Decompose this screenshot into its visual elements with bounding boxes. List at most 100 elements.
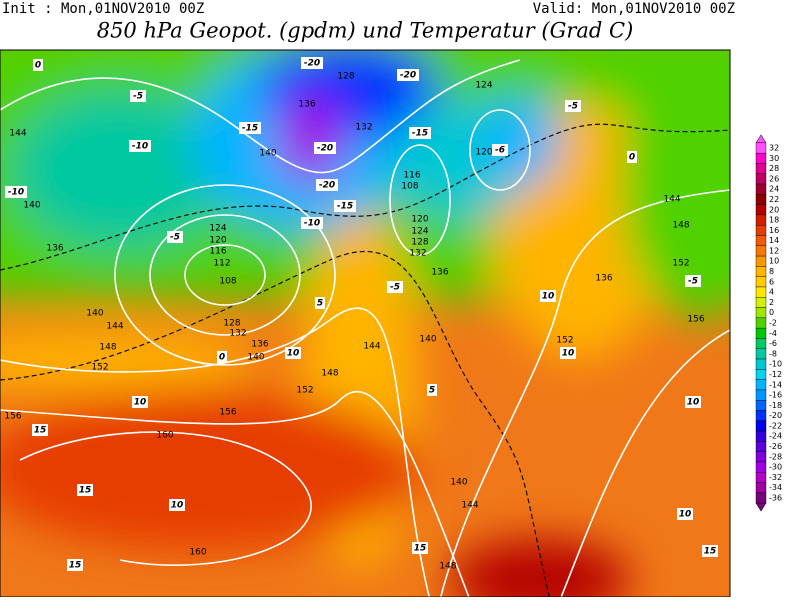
temperature-label: -10: [304, 219, 320, 229]
geopotential-label: 140: [450, 478, 467, 488]
geopotential-label: 124: [475, 81, 492, 91]
geopotential-label: 120: [411, 215, 428, 225]
temperature-label-box: [130, 90, 146, 102]
colorbar-tick-label: -22: [769, 421, 782, 430]
colorbar-tick-label: -28: [769, 452, 782, 461]
colorbar-swatch: [755, 235, 767, 246]
colorbar-swatch: [755, 482, 767, 494]
colorbar-tick-label: -4: [769, 329, 777, 338]
colorbar-tick-label: -12: [769, 370, 782, 379]
colorbar-tick-label: -34: [769, 483, 782, 492]
colorbar-swatch: [755, 142, 767, 154]
temperature-label-box: [316, 179, 338, 191]
temperature-label: -15: [412, 129, 428, 139]
temperature-label-box: [685, 396, 701, 408]
temperature-label: 5: [317, 299, 323, 309]
geopotential-label: 136: [595, 274, 612, 284]
geopotential-label: 132: [229, 329, 246, 339]
temperature-label-box: [132, 396, 148, 408]
colorbar-swatch: [755, 451, 767, 463]
temperature-label: 15: [69, 561, 82, 571]
colorbar-swatch: [755, 194, 767, 205]
colorbar-tick-label: -26: [769, 442, 782, 451]
colorbar-tick-label: 8: [769, 267, 774, 276]
colorbar-swatch: [755, 379, 767, 391]
geopotential-label: 144: [663, 195, 680, 205]
temperature-label-box: [315, 297, 325, 309]
colorbar-end: [755, 502, 767, 512]
temperature-label: -15: [242, 124, 258, 134]
geopotential-label: 140: [259, 149, 276, 159]
geopotential-label: 112: [213, 259, 230, 269]
geopotential-label: 136: [431, 268, 448, 278]
temperature-label: 10: [134, 398, 147, 408]
colorbar-swatch: [755, 307, 767, 319]
temperature-label-box: [677, 508, 693, 520]
colorbar-tick-label: -32: [769, 473, 782, 482]
temperature-label-box: [409, 127, 431, 139]
temperature-label-box: [167, 231, 183, 243]
geopotential-label: 120: [209, 236, 226, 246]
colorbar-swatch: [755, 461, 767, 473]
temperature-label-box: [67, 559, 83, 571]
temperature-label-box: [560, 347, 576, 359]
colorbar-swatch: [755, 152, 767, 164]
colorbar-swatch: [755, 214, 767, 226]
temperature-label: -5: [568, 102, 578, 112]
colorbar-tick-label: 14: [769, 236, 779, 245]
temperature-label-box: [301, 57, 323, 69]
temperature-label-box: [5, 186, 27, 198]
temperature-label: 10: [171, 501, 184, 511]
geopotential-label: 136: [46, 244, 63, 254]
colorbar-swatch: [755, 358, 767, 370]
colorbar-tick-label: 20: [769, 205, 779, 214]
temperature-label: -20: [317, 144, 333, 154]
colorbar-swatch: [755, 225, 767, 236]
colorbar-tick-label: 6: [769, 277, 774, 286]
geopotential-label: 108: [401, 182, 418, 192]
temperature-label-box: [685, 275, 701, 287]
temperature-label-box: [427, 384, 437, 396]
colorbar-tick-label: -10: [769, 360, 782, 369]
init-time: Init : Mon,01NOV2010 00Z: [2, 1, 204, 17]
temperature-label-box: [285, 347, 301, 359]
temperature-label-box: [169, 499, 185, 511]
temperature-label-box: [33, 59, 43, 71]
colorbar-tick-label: -18: [769, 401, 782, 410]
temperature-label: 10: [287, 349, 300, 359]
temperature-label: -20: [319, 181, 335, 191]
colorbar-swatch: [755, 317, 767, 329]
colorbar-tick-label: -16: [769, 391, 782, 400]
map: [0, 50, 730, 597]
colorbar-tick-label: -8: [769, 349, 777, 358]
colorbar-tick-label: -2: [769, 319, 777, 328]
temperature-label-box: [540, 290, 556, 302]
geopotential-label: 120: [475, 148, 492, 158]
temperature-label: -5: [688, 277, 698, 287]
temperature-label: 0: [629, 153, 635, 163]
temperature-label-box: [412, 542, 428, 554]
colorbar-tick-label: -30: [769, 463, 782, 472]
colorbar-swatch: [755, 245, 767, 257]
temperature-label-box: [702, 545, 718, 557]
temperature-label-box: [314, 142, 336, 154]
geopotential-label: 144: [9, 129, 26, 139]
temperature-label: 15: [79, 486, 92, 496]
temperature-label-box: [239, 122, 261, 134]
colorbar-swatch: [755, 327, 767, 339]
colorbar-swatch: [755, 410, 767, 421]
colorbar-tick-label: 4: [769, 288, 774, 297]
colorbar-swatch: [755, 348, 767, 360]
temperature-label: 10: [542, 292, 555, 302]
geopotential-label: 140: [23, 201, 40, 211]
colorbar-swatch: [755, 276, 767, 288]
colorbar-tick-label: -36: [769, 494, 782, 503]
geopotential-label: 108: [219, 277, 236, 287]
temperature-label: 10: [679, 510, 692, 520]
colorbar-tick-label: -14: [769, 380, 782, 389]
geopotential-label: 152: [296, 386, 313, 396]
title: 850 hPa Geopot. (gpdm) und Temperatur (G…: [97, 19, 634, 43]
colorbar-swatch: [755, 163, 767, 174]
colorbar-tick-label: 26: [769, 174, 779, 183]
geopotential-label: 132: [355, 123, 372, 133]
